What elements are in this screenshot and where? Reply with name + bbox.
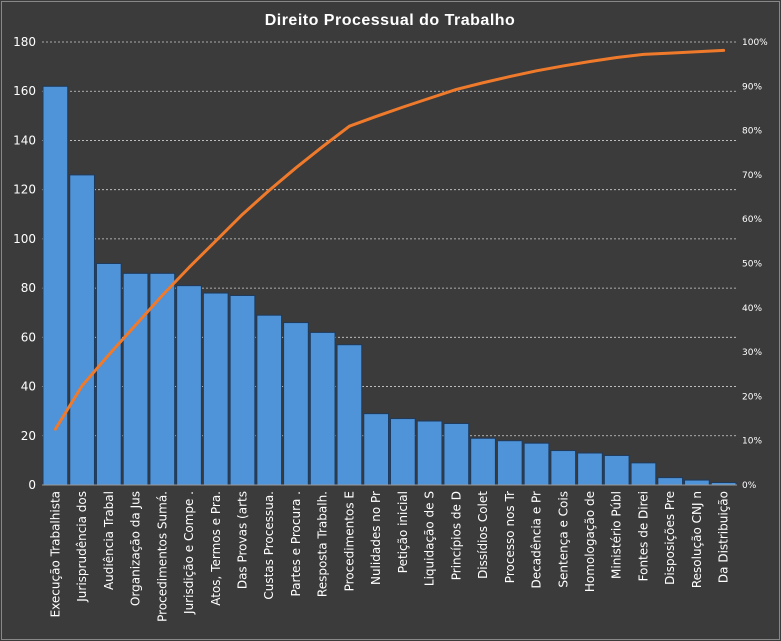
y-tick-label: 120 (13, 183, 36, 197)
bar (390, 418, 416, 486)
cumulative-line (53, 48, 726, 431)
bar (443, 422, 470, 486)
y2-tick-label: 100% (742, 38, 768, 48)
x-tick-label: Execução Trabalhista (48, 491, 62, 617)
x-tick-label: Disposições Pre (663, 491, 677, 585)
y-tick-label: 180 (13, 35, 36, 49)
bar (523, 442, 550, 486)
bar (336, 344, 363, 486)
x-tick-label: Custas Processua. (262, 491, 276, 600)
x-tick-label: Jurisprudência dos (75, 491, 89, 603)
bar (630, 462, 657, 486)
y-tick-label: 100 (13, 232, 36, 246)
x-tick-label: Decadência e Pr (530, 491, 544, 589)
x-tick-label: Sentença e Cois (556, 491, 570, 588)
bar (657, 477, 684, 486)
bar (42, 85, 69, 486)
x-tick-label: Liquidação de S (423, 491, 437, 586)
y-tick-label: 60 (21, 330, 36, 344)
bar (416, 420, 443, 486)
x-tick-label: Dissídios Colet (476, 491, 490, 579)
bar (684, 479, 710, 486)
bar (122, 272, 149, 486)
chart-title: Direito Processual do Trabalho (265, 12, 516, 29)
bar (363, 413, 389, 486)
y2-tick-label: 30% (742, 348, 762, 358)
x-tick-label: Organização da Jus (129, 491, 143, 606)
x-tick-label: Fontes de Direi (636, 491, 650, 581)
x-tick-label: Resposta Trabalh. (316, 491, 330, 597)
y-tick-label: 160 (13, 84, 36, 98)
bar (577, 452, 603, 486)
x-tick-label: Atos, Termos e Pra. (209, 491, 223, 606)
x-tick-label: Jurisdição e Compe . (182, 491, 196, 615)
x-tick-label: Princípios de D (449, 491, 463, 580)
y-tick-label: 80 (21, 281, 36, 295)
bar (496, 440, 523, 486)
cumulative-line-layer (53, 48, 726, 431)
x-tick-label: Resolução CNJ n (690, 491, 704, 588)
y2-tick-label: 0% (742, 481, 757, 491)
bars (42, 85, 737, 486)
y2-tick-label: 20% (742, 392, 762, 402)
bar (603, 454, 630, 486)
x-tick-label: Audiência Trabal (102, 491, 116, 590)
x-tick-label: Procedimentos E (342, 491, 356, 591)
y-tick-label: 0 (28, 478, 36, 492)
y2-tick-label: 50% (742, 260, 762, 270)
y-tick-label: 140 (13, 133, 36, 147)
y2-tick-label: 40% (742, 304, 762, 314)
x-tick-label: Processo nos Tr (503, 491, 517, 583)
y2-tick-label: 60% (742, 215, 762, 225)
y-tick-label: 40 (21, 380, 36, 394)
x-tick-label: Ministério Públ (610, 491, 624, 579)
x-tick-label: Da Distribuição (717, 491, 731, 583)
y2-tick-label: 10% (742, 437, 762, 447)
bar (309, 331, 336, 486)
bar (229, 294, 256, 486)
bar (550, 450, 577, 486)
bar (283, 322, 309, 486)
x-tick-label: Nulidades no Pr (369, 491, 383, 585)
bar (95, 263, 122, 486)
bar (202, 292, 229, 486)
bar (470, 437, 496, 486)
bar (256, 314, 283, 486)
axes: 0 20 40 60 80 100 120 140 160 180 0% 10% 20% 30% 40% 50… (13, 35, 768, 622)
x-tick-label: Das Provas (arts (235, 491, 249, 589)
bar (69, 174, 95, 486)
y2-tick-label: 90% (742, 82, 762, 92)
x-tick-label: Petição inicial (396, 491, 410, 573)
y2-tick-label: 80% (742, 127, 762, 137)
x-tick-label: Procedimentos Sumá. (155, 491, 169, 622)
x-tick-label: Homologação de (583, 491, 597, 592)
x-tick-label: Partes e Procura . (289, 491, 303, 597)
y-tick-label: 20 (21, 429, 36, 443)
bar (149, 272, 176, 486)
y2-tick-label: 70% (742, 171, 762, 181)
bar (176, 285, 202, 486)
